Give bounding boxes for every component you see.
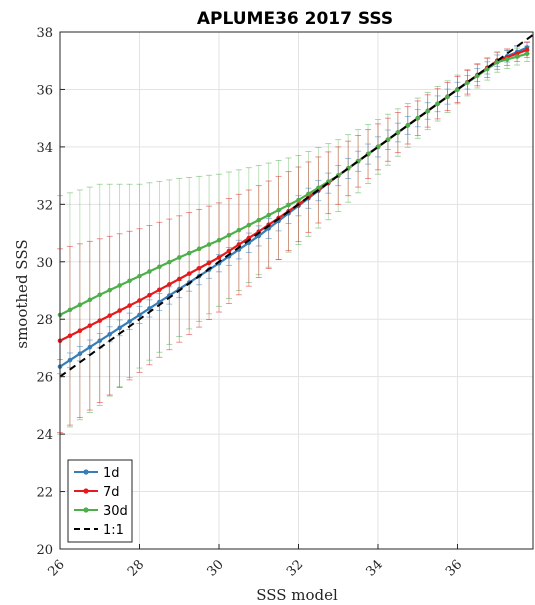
series-point-7d — [147, 292, 152, 298]
series-point-30d — [435, 101, 440, 107]
series-point-30d — [97, 292, 103, 298]
series-point-7d — [107, 313, 112, 318]
series-point-30d — [504, 57, 510, 62]
series-point-30d — [256, 217, 262, 223]
y-tick-label: 34 — [36, 141, 53, 156]
series-point-1d — [97, 338, 103, 344]
series-point-7d — [127, 303, 132, 308]
series-point-30d — [167, 259, 172, 265]
series-point-7d — [97, 318, 103, 323]
y-tick-label: 28 — [36, 313, 53, 328]
series-line-1to1 — [59, 34, 534, 378]
series-point-30d — [176, 255, 182, 260]
series-point-1d — [137, 312, 142, 318]
errorbars-7d — [57, 42, 531, 434]
y-axis-label: smoothed SSS — [13, 239, 31, 348]
legend-marker-30d — [83, 507, 89, 513]
series-point-7d — [157, 287, 162, 293]
series-point-30d — [286, 202, 291, 208]
legend-label-7d: 7d — [103, 485, 120, 500]
series-point-30d — [157, 264, 162, 270]
y-tick-label: 26 — [36, 371, 53, 386]
series-7d — [57, 47, 530, 344]
series-point-30d — [196, 246, 202, 252]
series-point-7d — [117, 308, 122, 313]
errorbars-30d — [57, 45, 531, 435]
series-layer — [57, 34, 534, 435]
series-point-30d — [226, 232, 232, 238]
series-point-1d — [117, 325, 122, 331]
legend-label-30d: 30d — [103, 504, 128, 519]
series-point-30d — [405, 123, 411, 128]
series-point-30d — [206, 242, 212, 247]
series-point-30d — [266, 212, 271, 218]
series-point-30d — [67, 307, 73, 313]
series-point-30d — [306, 191, 311, 197]
y-tick-label: 24 — [36, 428, 53, 443]
legend: 1d 7d 30d 1:1 — [67, 459, 133, 543]
y-tick-label: 36 — [36, 83, 53, 98]
series-point-7d — [137, 298, 142, 303]
series-point-30d — [186, 250, 192, 256]
series-point-7d — [186, 271, 192, 276]
x-tick-label: 36 — [443, 557, 465, 579]
series-point-30d — [445, 94, 450, 99]
series-point-30d — [77, 302, 83, 308]
y-tick-label: 20 — [36, 543, 53, 558]
series-point-1d — [147, 306, 152, 311]
x-tick-label: 28 — [125, 557, 147, 579]
series-point-30d — [246, 222, 252, 228]
legend-label-1:1: 1:1 — [103, 523, 124, 538]
series-point-30d — [107, 287, 112, 293]
series-point-30d — [395, 130, 401, 135]
x-axis-label: SSS model — [256, 586, 338, 604]
series-point-30d — [236, 227, 242, 233]
series-point-7d — [87, 323, 93, 328]
series-point-30d — [316, 185, 321, 191]
series-point-7d — [524, 47, 530, 53]
x-tick-label: 26 — [46, 557, 68, 579]
x-tick-label: 30 — [205, 557, 227, 579]
series-point-30d — [147, 269, 152, 274]
series-point-7d — [226, 248, 232, 254]
series-point-30d — [216, 237, 222, 243]
plot-frame — [59, 31, 534, 550]
y-tick-label: 38 — [36, 26, 53, 41]
series-point-7d — [206, 260, 212, 266]
series-point-1d — [87, 344, 93, 350]
series-point-30d — [127, 278, 132, 284]
series-point-30d — [87, 297, 93, 303]
y-tick-label: 32 — [36, 198, 53, 213]
chart-title: APLUME36 2017 SSS — [197, 9, 393, 29]
series-point-7d — [176, 276, 182, 282]
series-point-30d — [137, 273, 142, 279]
series-point-30d — [415, 115, 421, 121]
x-tick-label: 34 — [364, 557, 386, 579]
series-point-30d — [524, 51, 530, 57]
series-point-30d — [296, 197, 301, 203]
series-point-30d — [117, 283, 122, 288]
series-point-7d — [196, 265, 202, 271]
legend-marker-7d — [83, 488, 89, 494]
series-point-7d — [216, 255, 222, 260]
series-point-7d — [77, 328, 83, 334]
series-point-1d — [67, 357, 73, 363]
legend-label-1d: 1d — [103, 466, 120, 481]
series-point-1d — [107, 332, 112, 337]
series-point-7d — [67, 333, 73, 339]
x-tick-label: 32 — [284, 557, 306, 579]
series-point-30d — [455, 87, 460, 92]
y-tick-label: 30 — [36, 256, 53, 271]
legend-marker-1d — [83, 469, 89, 475]
series-point-30d — [425, 108, 430, 114]
series-point-30d — [514, 54, 520, 59]
y-tick-label: 22 — [36, 486, 53, 501]
series-point-1d — [77, 351, 83, 356]
series-point-7d — [167, 282, 172, 287]
series-point-30d — [276, 207, 281, 213]
series-point-1d — [127, 319, 132, 324]
